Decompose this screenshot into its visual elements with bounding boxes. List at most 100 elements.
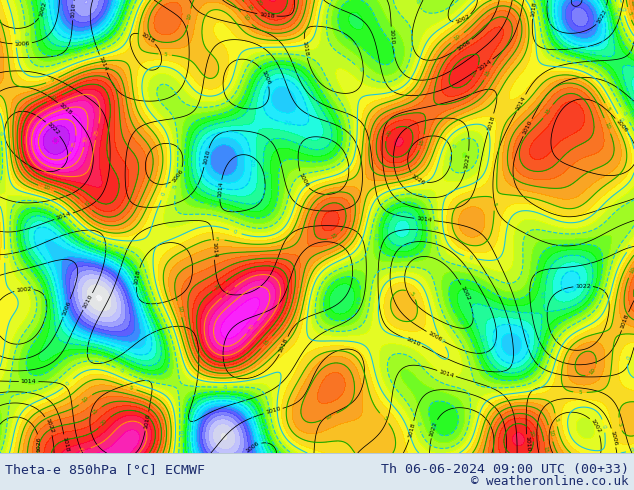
Text: 1002: 1002 (38, 1, 47, 17)
Text: -20: -20 (249, 157, 254, 167)
Text: -20: -20 (119, 346, 129, 354)
Text: 20: 20 (100, 418, 108, 427)
Text: 35: 35 (71, 140, 78, 148)
Text: 1014: 1014 (477, 58, 493, 72)
Text: -20: -20 (572, 283, 581, 293)
Text: 20: 20 (385, 129, 394, 138)
Text: 30: 30 (248, 323, 256, 332)
Text: -5: -5 (432, 224, 437, 230)
Text: 1018: 1018 (61, 436, 70, 452)
Text: 1010: 1010 (522, 120, 533, 136)
Text: -10: -10 (611, 10, 618, 20)
Text: 5: 5 (491, 202, 497, 206)
Text: 5: 5 (408, 291, 415, 297)
Text: 1018: 1018 (259, 12, 275, 19)
Text: 30: 30 (82, 135, 89, 143)
Text: 15: 15 (262, 338, 271, 346)
Text: 1014: 1014 (416, 216, 432, 223)
Text: 1018: 1018 (620, 313, 630, 329)
Text: 1006: 1006 (15, 41, 30, 47)
Text: 20: 20 (472, 69, 479, 77)
Text: 1002: 1002 (460, 285, 471, 301)
Text: 25: 25 (79, 447, 87, 454)
Text: 5: 5 (128, 385, 133, 391)
Text: 1006: 1006 (610, 430, 618, 446)
Text: -10: -10 (73, 48, 83, 55)
Text: 5: 5 (49, 77, 55, 83)
Text: 1018: 1018 (58, 102, 73, 116)
Text: 10: 10 (588, 368, 597, 376)
Text: 1018: 1018 (530, 1, 537, 17)
Text: 0: 0 (233, 229, 238, 235)
Text: 1018: 1018 (134, 269, 141, 285)
Text: 15: 15 (542, 446, 548, 453)
Text: 1006: 1006 (61, 300, 72, 316)
Text: -5: -5 (413, 0, 420, 5)
Text: -10: -10 (455, 316, 464, 326)
Text: 0: 0 (439, 338, 445, 343)
Text: 1018: 1018 (302, 41, 309, 56)
Text: 5: 5 (553, 417, 559, 422)
Text: 1010: 1010 (82, 294, 94, 310)
Text: 0: 0 (160, 192, 167, 196)
Text: -10: -10 (208, 202, 218, 209)
Text: -10: -10 (351, 39, 361, 49)
Text: -5: -5 (357, 66, 365, 74)
Text: 10: 10 (186, 13, 193, 21)
Text: 20: 20 (255, 0, 263, 7)
Text: 5: 5 (216, 237, 219, 242)
Text: 0: 0 (628, 244, 634, 250)
Text: 1022: 1022 (46, 122, 60, 136)
Text: 1006: 1006 (427, 330, 443, 343)
Text: -15: -15 (542, 289, 548, 298)
Text: 5: 5 (381, 415, 387, 421)
Text: -15: -15 (39, 10, 46, 20)
Text: 1010: 1010 (202, 149, 210, 166)
Text: 10: 10 (176, 305, 183, 313)
Text: 5: 5 (605, 106, 611, 112)
Text: 1010: 1010 (70, 2, 76, 19)
Text: -5: -5 (223, 385, 228, 390)
Text: 1006: 1006 (615, 118, 629, 133)
Text: 1014: 1014 (438, 368, 455, 378)
Text: 0: 0 (2, 254, 7, 258)
Text: 1022: 1022 (596, 8, 608, 24)
Text: 10: 10 (42, 185, 50, 192)
Text: -5: -5 (173, 183, 179, 189)
Text: 1022: 1022 (44, 417, 55, 434)
Text: 1018: 1018 (486, 115, 495, 131)
Text: -5: -5 (23, 30, 28, 36)
Text: 1026: 1026 (410, 173, 426, 186)
Text: 1010: 1010 (524, 436, 530, 452)
Text: 1002: 1002 (16, 286, 32, 293)
Text: 1006: 1006 (245, 441, 261, 454)
Text: 1014: 1014 (211, 242, 217, 258)
Text: -5: -5 (415, 421, 421, 428)
Text: 1002: 1002 (455, 14, 471, 25)
Text: 0: 0 (620, 7, 626, 11)
Text: 1026: 1026 (37, 436, 41, 452)
Text: -10: -10 (375, 232, 380, 241)
Text: 5: 5 (578, 390, 582, 395)
Text: 1014: 1014 (515, 95, 527, 111)
Text: 1006: 1006 (456, 39, 472, 51)
Text: -15: -15 (588, 51, 597, 58)
Text: 1018: 1018 (407, 422, 416, 439)
Text: 10: 10 (242, 14, 250, 23)
Text: 15: 15 (91, 408, 100, 416)
Text: -5: -5 (119, 368, 126, 374)
Text: 15: 15 (484, 69, 492, 77)
Text: 1002: 1002 (590, 418, 602, 435)
Text: 20: 20 (50, 95, 58, 102)
Text: 1010: 1010 (143, 413, 151, 429)
Text: 15: 15 (544, 107, 552, 116)
Text: 0: 0 (469, 255, 473, 260)
Text: -10: -10 (428, 420, 436, 431)
Text: 1006: 1006 (297, 172, 309, 188)
Text: 5: 5 (617, 422, 623, 426)
Text: 1014: 1014 (98, 55, 108, 72)
Text: 10: 10 (628, 266, 634, 274)
Text: 1014: 1014 (55, 211, 72, 221)
Text: -15: -15 (385, 221, 392, 231)
Text: Th 06-06-2024 09:00 UTC (00+33): Th 06-06-2024 09:00 UTC (00+33) (381, 464, 629, 476)
